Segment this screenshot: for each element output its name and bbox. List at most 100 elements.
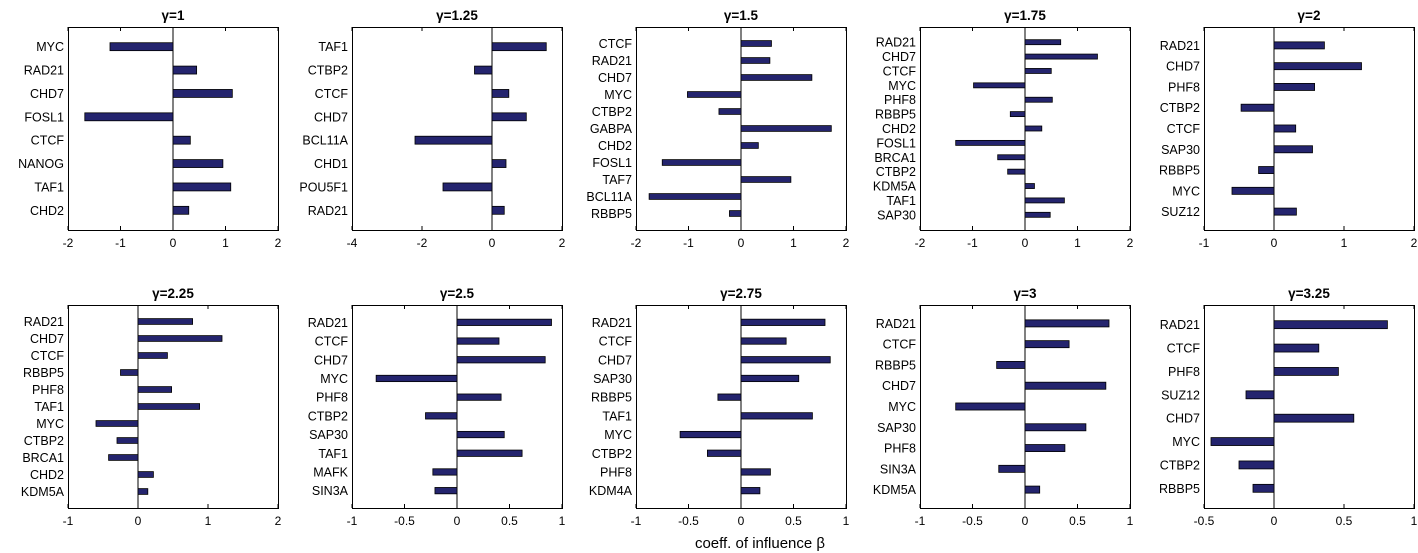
- x-tick-label: 1: [559, 514, 566, 528]
- x-tick-label: 2: [275, 514, 282, 528]
- bar-chd7: [172, 89, 233, 98]
- category-label: CHD1: [314, 157, 348, 171]
- bar-rbbp5: [1258, 166, 1275, 174]
- category-label: CTBP2: [308, 409, 348, 423]
- x-tick-label: 1: [1411, 514, 1418, 528]
- category-label: PHF8: [1168, 80, 1200, 94]
- x-tick-label: -2: [63, 236, 74, 250]
- subplot-2: γ=1.25 TAF1 CTBP2 CTCF CHD7 BCL11A CHD1 POU5F1 R…: [299, 8, 565, 250]
- bar-myc: [973, 82, 1026, 89]
- x-tick-label: -2: [915, 236, 926, 250]
- bar-rad21: [172, 65, 198, 75]
- category-label: KDM4A: [589, 484, 633, 498]
- category-label: CHD7: [314, 110, 348, 124]
- bar-phf8: [1273, 83, 1315, 91]
- bar-rad21: [740, 57, 771, 64]
- category-label: MYC: [604, 428, 632, 442]
- bar-kdm4a: [740, 487, 761, 495]
- category-label: NANOG: [18, 157, 64, 171]
- x-tick-label: 1: [1074, 236, 1081, 250]
- bar-ctbp2: [1238, 460, 1275, 470]
- category-label: CTBP2: [1160, 101, 1200, 115]
- bar-ctbp2: [1240, 103, 1275, 112]
- bar-sin3a: [434, 487, 458, 495]
- x-tick-label: 0: [454, 514, 461, 528]
- category-label: RAD21: [1160, 39, 1200, 53]
- category-label: KDM5A: [873, 483, 917, 497]
- category-label: RAD21: [24, 315, 64, 329]
- subplot-6: γ=2.25 RAD21 CHD7 CTCF RBBP5 PHF8 TAF1 MYC CTBP2…: [21, 286, 282, 528]
- x-tick-label: 0: [738, 236, 745, 250]
- category-label: MYC: [36, 417, 64, 431]
- category-label: RBBP5: [591, 207, 632, 221]
- bar-ctcf: [491, 89, 510, 98]
- bar-phf8: [137, 386, 172, 393]
- x-tick-label: -1: [915, 514, 926, 528]
- bar-taf1: [740, 412, 813, 420]
- x-tick-label: -1: [63, 514, 74, 528]
- category-label: RBBP5: [875, 108, 916, 122]
- category-label: CHD7: [882, 50, 916, 64]
- bar-ctcf: [740, 40, 772, 47]
- category-label: CHD2: [30, 468, 64, 482]
- subplot-8: γ=2.75 RAD21 CTCF CHD7 SAP30 RBBP5 TAF1 MYC CTBP…: [589, 286, 850, 528]
- subplot-title: γ=2.25: [152, 286, 194, 301]
- bar-ctbp2: [1007, 168, 1026, 175]
- category-label: CTCF: [883, 338, 917, 352]
- category-label: SIN3A: [880, 462, 917, 476]
- subplot-title: γ=1: [162, 8, 185, 23]
- axes-frame: [1204, 305, 1415, 509]
- category-label: PHF8: [884, 442, 916, 456]
- bar-myc: [375, 374, 458, 383]
- category-label: CHD7: [314, 353, 348, 367]
- bar-myc: [109, 42, 174, 52]
- category-label: CTBP2: [592, 105, 632, 119]
- bar-bcl11a: [648, 193, 742, 200]
- category-label: TAF1: [886, 194, 916, 208]
- bar-rad21: [1024, 39, 1062, 46]
- bar-ctcf: [1024, 68, 1052, 74]
- category-label: CTCF: [599, 37, 633, 51]
- bar-kdm5a: [137, 488, 149, 495]
- bar-chd7: [1024, 53, 1098, 60]
- bar-rbbp5: [120, 369, 139, 376]
- bar-ctcf: [137, 352, 168, 359]
- category-label: RBBP5: [1159, 482, 1200, 496]
- bar-taf1: [456, 449, 523, 457]
- x-tick-label: 2: [1411, 236, 1418, 250]
- bar-phf8: [1273, 367, 1339, 376]
- category-label: TAF1: [602, 409, 632, 423]
- category-label: CTCF: [1167, 122, 1201, 136]
- x-tick-label: -4: [347, 236, 358, 250]
- bar-chd2: [1024, 125, 1043, 132]
- subplot-7: γ=2.5 RAD21 CTCF CHD7 MYC PHF8 CTBP2 SAP30 TAF1 M…: [308, 286, 566, 528]
- x-tick-label: -0.5: [962, 514, 983, 528]
- x-tick-label: -1: [967, 236, 978, 250]
- x-tick-label: 1: [790, 236, 797, 250]
- x-tick-label: 1: [205, 514, 212, 528]
- bar-rad21: [1024, 319, 1110, 328]
- bar-ctbp2: [116, 437, 139, 444]
- category-label: FOSL1: [876, 136, 916, 150]
- category-label: CTCF: [31, 349, 65, 363]
- category-label: SAP30: [877, 208, 916, 222]
- x-tick-label: 0: [489, 236, 496, 250]
- category-label: SAP30: [309, 428, 348, 442]
- category-label: PHF8: [316, 391, 348, 405]
- category-label: PHF8: [600, 465, 632, 479]
- category-label: CHD2: [598, 139, 632, 153]
- category-label: BRCA1: [874, 151, 916, 165]
- subplot-9: γ=3 RAD21 CTCF RBBP5 CHD7 MYC SAP30 PHF8 SIN3A KD…: [873, 286, 1134, 528]
- bar-sin3a: [998, 464, 1026, 473]
- x-tick-label: 1: [843, 514, 850, 528]
- x-tick-label: 0: [1271, 514, 1278, 528]
- x-tick-label: -0.5: [678, 514, 699, 528]
- x-tick-label: -1: [631, 514, 642, 528]
- x-tick-label: 0: [738, 514, 745, 528]
- subplot-1: γ=1 MYC RAD21 CHD7 FOSL1 CTCF NANOG TAF1 CHD2 -2 -…: [18, 8, 282, 250]
- bar-rbbp5: [717, 393, 742, 401]
- bar-fosl1: [955, 139, 1026, 146]
- bar-mafk: [432, 468, 458, 476]
- bar-ctcf: [1273, 343, 1320, 353]
- bar-rad21: [491, 205, 505, 215]
